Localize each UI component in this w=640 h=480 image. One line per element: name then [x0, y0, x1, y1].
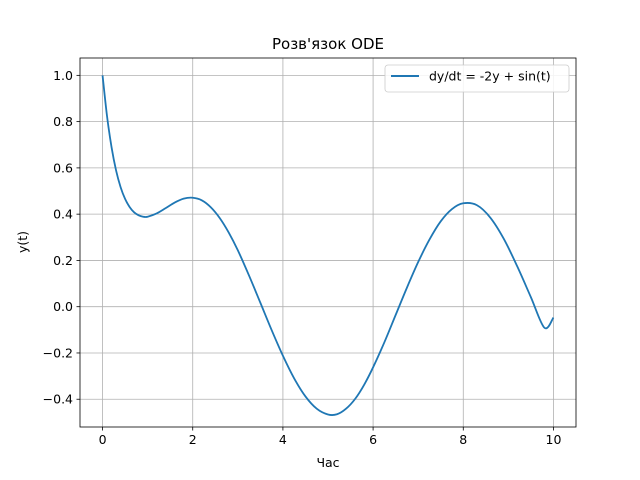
- x-tick-label: 0: [99, 432, 107, 447]
- y-tick-label: 0.4: [53, 207, 73, 222]
- y-tick-label: 0.2: [53, 253, 73, 268]
- plot-frame: [79, 57, 577, 428]
- legend-label: dy/dt = -2y + sin(t): [429, 69, 551, 84]
- grid: [80, 58, 576, 427]
- series-layer: [101, 75, 555, 417]
- y-axis-label: y(t): [15, 231, 30, 253]
- x-tick-label: 4: [279, 432, 287, 447]
- x-tick-label: 6: [369, 432, 377, 447]
- y-tick-label: 0.0: [53, 299, 73, 314]
- y-tick-label: 1.0: [53, 68, 73, 83]
- ticks: 0 2 4 6 8 10 −0.4 −0.2 0.0 0.2 0.4 0.6 0.8 1.0: [43, 68, 562, 447]
- legend-box: [384, 64, 570, 93]
- x-tick-label: 8: [459, 432, 467, 447]
- chart-title: Розв'язок ODE: [272, 35, 384, 53]
- y-tick-label: 0.6: [53, 160, 73, 175]
- x-axis-label: Час: [316, 455, 339, 470]
- x-tick-label: 2: [189, 432, 197, 447]
- y-tick-label: −0.2: [43, 345, 73, 360]
- y-tick-label: −0.4: [43, 392, 73, 407]
- series-line: [101, 75, 555, 417]
- legend: dy/dt = -2y + sin(t): [384, 64, 570, 93]
- x-tick-label: 10: [546, 432, 562, 447]
- y-tick-label: 0.8: [53, 114, 73, 129]
